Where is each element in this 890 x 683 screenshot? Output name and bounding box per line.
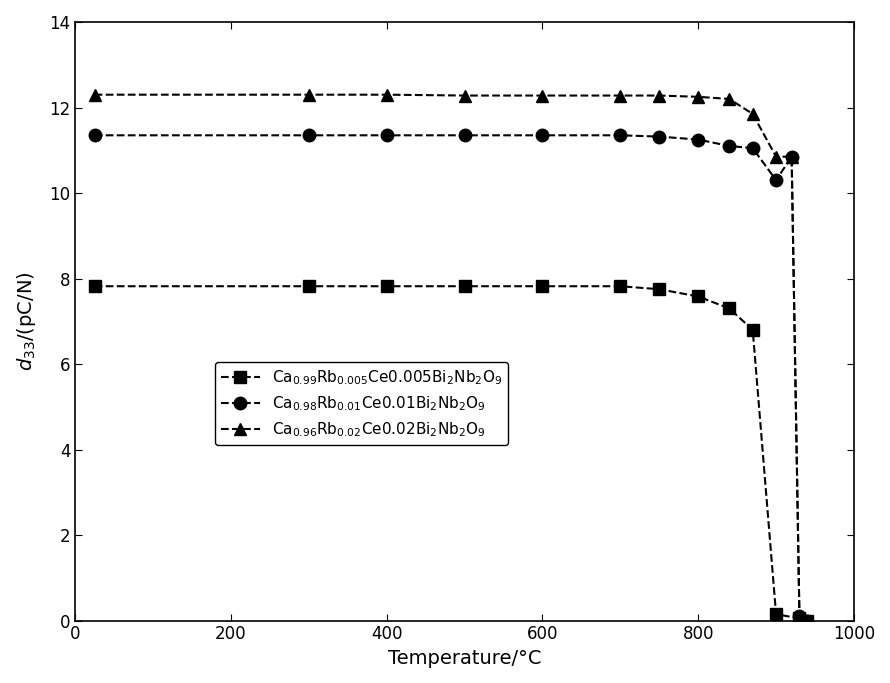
Legend: Ca$_{0.99}$Rb$_{0.005}$Ce0.005Bi$_2$Nb$_2$O$_9$, Ca$_{0.98}$Rb$_{0.01}$Ce0.01Bi$: Ca$_{0.99}$Rb$_{0.005}$Ce0.005Bi$_2$Nb$_…	[215, 362, 508, 445]
Ca$_{0.99}$Rb$_{0.005}$Ce0.005Bi$_2$Nb$_2$O$_9$	[382, 282, 392, 290]
Ca$_{0.96}$Rb$_{0.02}$Ce0.02Bi$_2$Nb$_2$O$_9$	[771, 152, 781, 161]
X-axis label: Temperature/°C: Temperature/°C	[388, 649, 541, 668]
Line: Ca$_{0.98}$Rb$_{0.01}$Ce0.01Bi$_2$Nb$_2$O$_9$: Ca$_{0.98}$Rb$_{0.01}$Ce0.01Bi$_2$Nb$_2$…	[88, 129, 813, 627]
Ca$_{0.98}$Rb$_{0.01}$Ce0.01Bi$_2$Nb$_2$O$_9$	[802, 617, 813, 625]
Ca$_{0.99}$Rb$_{0.005}$Ce0.005Bi$_2$Nb$_2$O$_9$	[771, 610, 781, 618]
Line: Ca$_{0.99}$Rb$_{0.005}$Ce0.005Bi$_2$Nb$_2$O$_9$: Ca$_{0.99}$Rb$_{0.005}$Ce0.005Bi$_2$Nb$_…	[88, 280, 813, 627]
Ca$_{0.96}$Rb$_{0.02}$Ce0.02Bi$_2$Nb$_2$O$_9$	[537, 92, 547, 100]
Ca$_{0.98}$Rb$_{0.01}$Ce0.01Bi$_2$Nb$_2$O$_9$	[724, 142, 734, 150]
Ca$_{0.99}$Rb$_{0.005}$Ce0.005Bi$_2$Nb$_2$O$_9$	[654, 285, 665, 293]
Ca$_{0.99}$Rb$_{0.005}$Ce0.005Bi$_2$Nb$_2$O$_9$	[802, 617, 813, 625]
Ca$_{0.98}$Rb$_{0.01}$Ce0.01Bi$_2$Nb$_2$O$_9$	[537, 131, 547, 139]
Ca$_{0.98}$Rb$_{0.01}$Ce0.01Bi$_2$Nb$_2$O$_9$	[615, 131, 626, 139]
Ca$_{0.96}$Rb$_{0.02}$Ce0.02Bi$_2$Nb$_2$O$_9$	[89, 91, 100, 99]
Ca$_{0.99}$Rb$_{0.005}$Ce0.005Bi$_2$Nb$_2$O$_9$	[794, 614, 805, 622]
Ca$_{0.96}$Rb$_{0.02}$Ce0.02Bi$_2$Nb$_2$O$_9$	[786, 152, 797, 161]
Ca$_{0.96}$Rb$_{0.02}$Ce0.02Bi$_2$Nb$_2$O$_9$	[382, 91, 392, 99]
Ca$_{0.96}$Rb$_{0.02}$Ce0.02Bi$_2$Nb$_2$O$_9$	[802, 617, 813, 625]
Ca$_{0.96}$Rb$_{0.02}$Ce0.02Bi$_2$Nb$_2$O$_9$	[615, 92, 626, 100]
Ca$_{0.96}$Rb$_{0.02}$Ce0.02Bi$_2$Nb$_2$O$_9$	[794, 612, 805, 620]
Ca$_{0.96}$Rb$_{0.02}$Ce0.02Bi$_2$Nb$_2$O$_9$	[748, 110, 758, 118]
Ca$_{0.96}$Rb$_{0.02}$Ce0.02Bi$_2$Nb$_2$O$_9$	[654, 92, 665, 100]
Ca$_{0.98}$Rb$_{0.01}$Ce0.01Bi$_2$Nb$_2$O$_9$	[382, 131, 392, 139]
Line: Ca$_{0.96}$Rb$_{0.02}$Ce0.02Bi$_2$Nb$_2$O$_9$: Ca$_{0.96}$Rb$_{0.02}$Ce0.02Bi$_2$Nb$_2$…	[88, 88, 813, 627]
Ca$_{0.96}$Rb$_{0.02}$Ce0.02Bi$_2$Nb$_2$O$_9$	[692, 93, 703, 101]
Ca$_{0.98}$Rb$_{0.01}$Ce0.01Bi$_2$Nb$_2$O$_9$	[654, 133, 665, 141]
Ca$_{0.96}$Rb$_{0.02}$Ce0.02Bi$_2$Nb$_2$O$_9$	[459, 92, 470, 100]
Ca$_{0.98}$Rb$_{0.01}$Ce0.01Bi$_2$Nb$_2$O$_9$	[303, 131, 314, 139]
Ca$_{0.98}$Rb$_{0.01}$Ce0.01Bi$_2$Nb$_2$O$_9$	[748, 144, 758, 152]
Ca$_{0.98}$Rb$_{0.01}$Ce0.01Bi$_2$Nb$_2$O$_9$	[692, 135, 703, 143]
Y-axis label: $d_{33}$/(pC/N): $d_{33}$/(pC/N)	[15, 272, 38, 371]
Ca$_{0.98}$Rb$_{0.01}$Ce0.01Bi$_2$Nb$_2$O$_9$	[771, 176, 781, 184]
Ca$_{0.98}$Rb$_{0.01}$Ce0.01Bi$_2$Nb$_2$O$_9$	[794, 612, 805, 620]
Ca$_{0.99}$Rb$_{0.005}$Ce0.005Bi$_2$Nb$_2$O$_9$	[89, 282, 100, 290]
Ca$_{0.96}$Rb$_{0.02}$Ce0.02Bi$_2$Nb$_2$O$_9$	[303, 91, 314, 99]
Ca$_{0.99}$Rb$_{0.005}$Ce0.005Bi$_2$Nb$_2$O$_9$	[303, 282, 314, 290]
Ca$_{0.98}$Rb$_{0.01}$Ce0.01Bi$_2$Nb$_2$O$_9$	[89, 131, 100, 139]
Ca$_{0.99}$Rb$_{0.005}$Ce0.005Bi$_2$Nb$_2$O$_9$	[748, 326, 758, 334]
Ca$_{0.99}$Rb$_{0.005}$Ce0.005Bi$_2$Nb$_2$O$_9$	[724, 305, 734, 313]
Ca$_{0.99}$Rb$_{0.005}$Ce0.005Bi$_2$Nb$_2$O$_9$	[692, 292, 703, 301]
Ca$_{0.98}$Rb$_{0.01}$Ce0.01Bi$_2$Nb$_2$O$_9$	[459, 131, 470, 139]
Ca$_{0.96}$Rb$_{0.02}$Ce0.02Bi$_2$Nb$_2$O$_9$	[724, 95, 734, 103]
Ca$_{0.99}$Rb$_{0.005}$Ce0.005Bi$_2$Nb$_2$O$_9$	[615, 282, 626, 290]
Ca$_{0.98}$Rb$_{0.01}$Ce0.01Bi$_2$Nb$_2$O$_9$	[786, 152, 797, 161]
Ca$_{0.99}$Rb$_{0.005}$Ce0.005Bi$_2$Nb$_2$O$_9$	[537, 282, 547, 290]
Ca$_{0.99}$Rb$_{0.005}$Ce0.005Bi$_2$Nb$_2$O$_9$	[459, 282, 470, 290]
